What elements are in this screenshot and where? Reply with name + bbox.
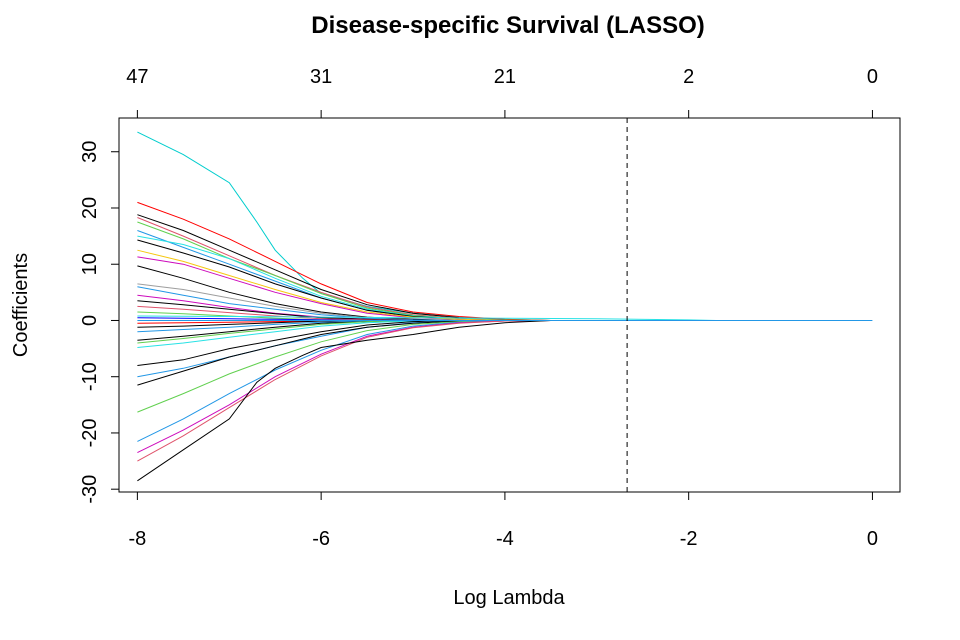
series-line-31: [137, 320, 551, 462]
series-line-11: [137, 265, 460, 321]
top-tick-label: 2: [683, 66, 694, 88]
y-tick-label: -20: [79, 418, 101, 447]
y-tick-label: -30: [79, 475, 101, 504]
plot-frame: [118, 117, 901, 493]
top-tick-label: 47: [126, 66, 148, 88]
x-axis-label: Log Lambda: [453, 587, 565, 609]
series-line-23: [137, 320, 414, 344]
top-tick-label: 21: [494, 66, 516, 88]
series-line-28: [137, 320, 505, 413]
series-line-10: [137, 249, 505, 321]
y-axis: -30 -20 -10 0 10 20 30: [79, 141, 120, 504]
x-tick-label: -6: [312, 528, 330, 550]
series-line-15: [137, 300, 414, 321]
series-line-27: [137, 320, 505, 386]
series-line-9: [137, 256, 505, 321]
y-tick-label: 10: [79, 253, 101, 275]
series-line-8: [137, 239, 505, 321]
series-line-7: [137, 235, 505, 321]
x-tick-label: 0: [867, 528, 878, 550]
series-line-6: [137, 230, 505, 321]
series-line-29: [137, 320, 551, 442]
series-layer: [137, 131, 873, 482]
series-line-32: [137, 320, 551, 482]
y-tick-label: -10: [79, 362, 101, 391]
top-tick-label: 0: [867, 66, 878, 88]
series-line-24: [137, 320, 460, 348]
series-line-33: [137, 315, 717, 321]
y-axis-label: Coefficients: [10, 253, 32, 357]
series-line-5: [137, 221, 551, 321]
x-tick-label: -4: [496, 528, 514, 550]
x-axis: -8 -6 -4 -2 0: [128, 491, 878, 550]
series-line-13: [137, 286, 460, 321]
x-tick-label: -2: [680, 528, 698, 550]
chart-title: Disease-specific Survival (LASSO): [311, 12, 705, 39]
x-tick-label: -8: [128, 528, 146, 550]
y-tick-label: 20: [79, 197, 101, 219]
series-line-25: [137, 320, 460, 366]
top-tick-label: 31: [310, 66, 332, 88]
y-tick-label: 0: [79, 315, 101, 326]
top-axis: 47 31 21 2 0: [126, 66, 878, 119]
series-line-16: [137, 305, 414, 321]
y-tick-label: 30: [79, 141, 101, 163]
